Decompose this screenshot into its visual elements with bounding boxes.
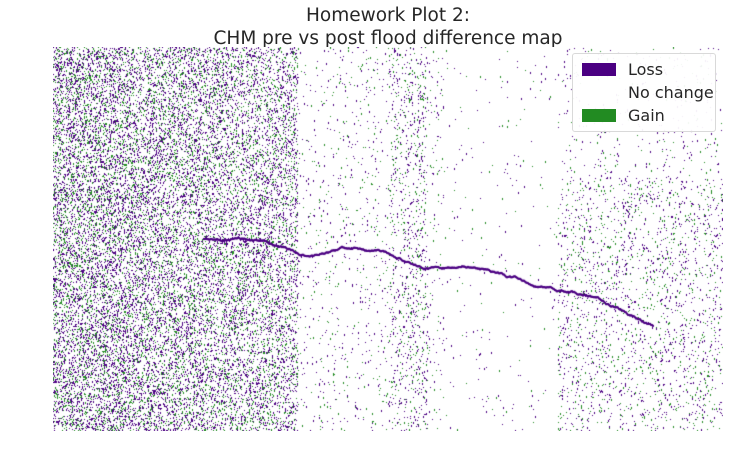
legend-swatch-gain <box>582 108 616 122</box>
legend-item-no-change: No change <box>582 81 714 103</box>
legend: Loss No change Gain <box>572 53 716 132</box>
title-line-2: CHM pre vs post flood difference map <box>213 28 563 49</box>
legend-label-no-change: No change <box>628 82 714 102</box>
legend-item-gain: Gain <box>582 104 665 126</box>
title-line-1: Homework Plot 2: <box>305 5 471 26</box>
legend-item-loss: Loss <box>582 58 663 80</box>
legend-swatch-loss <box>582 62 616 76</box>
legend-label-loss: Loss <box>628 59 664 79</box>
legend-swatch-no-change <box>582 85 616 99</box>
plot-title: Homework Plot 2: CHM pre vs post flood d… <box>0 4 736 50</box>
legend-label-gain: Gain <box>628 105 665 125</box>
